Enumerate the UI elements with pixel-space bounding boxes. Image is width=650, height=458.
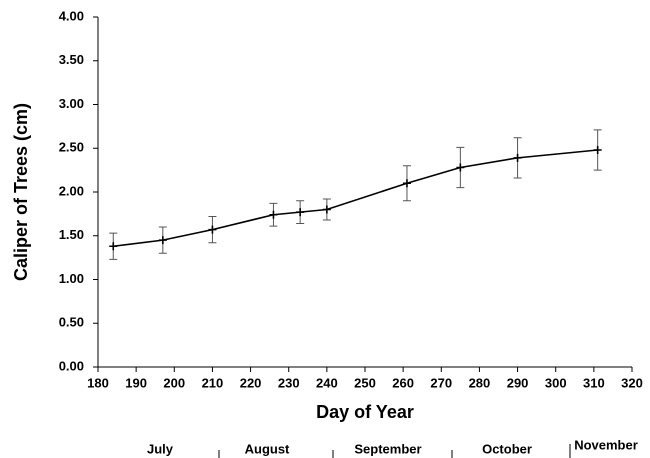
y-tick-label: 3.50 [59,52,84,67]
y-tick-label: 0.00 [59,358,84,373]
x-axis-title: Day of Year [316,402,414,422]
y-tick-label: 4.00 [59,8,84,23]
marker [208,225,217,234]
marker [456,163,465,172]
y-tick-label: 1.00 [59,271,84,286]
x-tick-label: 280 [469,375,491,390]
marker [269,210,278,219]
x-tick-label: 270 [430,375,452,390]
y-tick-label: 3.00 [59,96,84,111]
x-tick-label: 180 [87,375,109,390]
marker [513,153,522,162]
x-tick-label: 290 [507,375,529,390]
marker [322,205,331,214]
marker [593,146,602,154]
y-tick-label: 1.50 [59,227,84,242]
y-tick-label: 2.50 [59,140,84,155]
x-tick-label: 200 [163,375,185,390]
x-tick-label: 320 [621,375,643,390]
x-tick-label: 230 [278,375,300,390]
marker [109,242,118,251]
line [113,149,598,248]
y-tick-label: 2.00 [59,183,84,198]
month-label: November [574,437,638,452]
month-label: August [245,441,290,456]
x-tick-label: 240 [316,375,338,390]
x-tick-label: 220 [240,375,262,390]
x-tick-label: 250 [354,375,376,390]
month-label: September [354,441,421,456]
x-tick-label: 210 [202,375,224,390]
marker [296,208,305,217]
month-label: October [482,441,532,456]
x-tick-label: 310 [583,375,605,390]
x-tick-label: 260 [392,375,414,390]
marker [158,236,167,245]
month-label: July [147,441,174,456]
month-separators [218,444,571,458]
y-axis-title: Caliper of Trees (cm) [11,103,31,281]
y-tick-label: 0.50 [59,315,84,330]
x-tick-label: 190 [125,375,147,390]
x-tick-label: 300 [545,375,567,390]
marker [402,179,411,188]
